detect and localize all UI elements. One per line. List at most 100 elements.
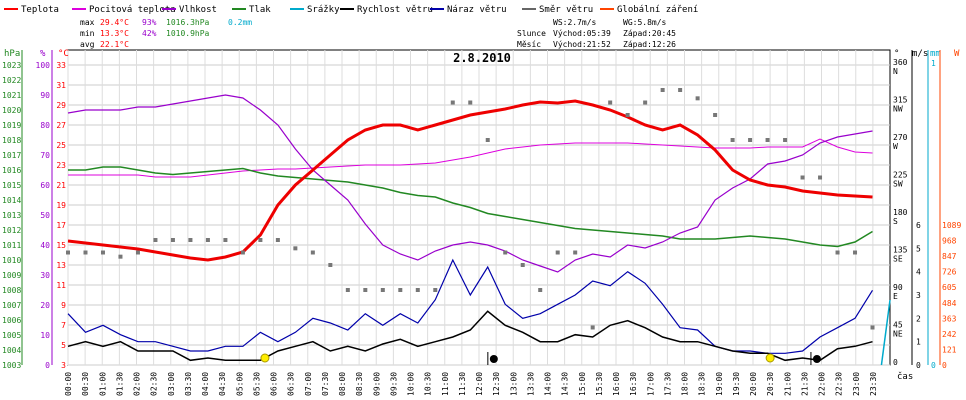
tick-label-time: 16:00	[612, 372, 621, 396]
stats-press: 1010.9hPa	[166, 29, 210, 38]
tick-label-hpa: 1019	[2, 121, 21, 130]
info-sun-label: Slunce	[517, 29, 546, 38]
tick-label-hpa: 1003	[2, 361, 21, 370]
tick-label-ms: 3	[916, 291, 921, 300]
tick-label-w: 484	[942, 299, 957, 308]
legend-label: Teplota	[21, 5, 59, 15]
moon-marker	[812, 355, 821, 363]
wind-dir-point	[310, 250, 315, 255]
wind-dir-point	[275, 238, 280, 242]
tick-label-w: 605	[942, 283, 957, 292]
tick-label-time: 22:00	[818, 372, 827, 396]
wind-dir-point	[573, 250, 578, 255]
series-wind-speed-line	[67, 310, 873, 362]
wind-dir-point	[503, 250, 508, 255]
tick-label-time: 07:30	[321, 372, 330, 396]
tick-label-temp: 13	[56, 261, 66, 270]
moon-marker	[489, 355, 498, 363]
info-sunrise: Východ:05:39	[553, 29, 611, 38]
tick-label-hpa: 1005	[2, 331, 21, 340]
tick-label-time: 01:00	[98, 372, 107, 396]
tick-label-time: 08:30	[355, 372, 364, 396]
tick-label-time: 08:00	[338, 372, 347, 396]
tick-label-time: 12:00	[475, 372, 484, 396]
tick-label-temp: 5	[61, 341, 66, 350]
tick-label-pct: 60	[40, 181, 50, 190]
tick-label-pct: 30	[40, 271, 50, 280]
tick-label-pct: 20	[40, 301, 50, 310]
stats-label: max	[80, 18, 95, 27]
legend-label: Srážky	[307, 5, 340, 15]
tick-label-time: 01:30	[115, 372, 124, 396]
axis-title-dir: °	[894, 49, 899, 59]
tick-label-time: 20:30	[766, 372, 775, 396]
tick-label-time: 03:30	[184, 372, 193, 396]
tick-label-time: 11:30	[458, 372, 467, 396]
tick-label-time: 21:00	[783, 372, 792, 396]
tick-label-time: 07:00	[304, 372, 313, 396]
wind-dir-point	[678, 88, 683, 92]
tick-label-time: 21:30	[800, 372, 809, 396]
legend-label: Pocitová teplota	[89, 5, 176, 15]
tick-label-pct: 90	[40, 91, 50, 100]
tick-label-time: 00:00	[64, 372, 73, 396]
tick-label-mm: 0	[931, 361, 936, 370]
wind-dir-point	[660, 88, 665, 92]
tick-label-hpa: 1007	[2, 301, 21, 310]
tick-label-pct: 50	[40, 211, 50, 220]
stats-hum: 93%	[142, 18, 157, 27]
tick-label-dir-name: NE	[893, 330, 903, 339]
tick-label-hpa: 1010	[2, 256, 21, 265]
tick-label-dir: 315	[893, 96, 908, 105]
tick-label-temp: 23	[56, 161, 66, 170]
tick-label-w: 726	[942, 268, 957, 277]
tick-label-temp: 17	[56, 221, 66, 230]
series-temperature-line	[67, 99, 873, 262]
tick-label-hpa: 1021	[2, 91, 21, 100]
tick-label-dir: 360	[893, 58, 908, 67]
tick-label-time: 09:00	[372, 372, 381, 396]
tick-label-time: 13:30	[526, 372, 535, 396]
wind-dir-point	[520, 263, 525, 267]
tick-label-dir: 225	[893, 171, 908, 180]
stats-rain: 0.2mm	[228, 18, 252, 27]
wind-dir-point	[380, 288, 385, 292]
tick-label-dir: 135	[893, 246, 908, 255]
tick-label-hpa: 1014	[2, 196, 21, 205]
tick-label-time: 05:30	[252, 372, 261, 396]
wind-dir-point	[415, 288, 420, 292]
wind-dir-point	[345, 288, 350, 292]
wind-dir-point	[83, 250, 88, 255]
tick-label-dir-name: E	[893, 292, 898, 301]
legend-label: Vlhkost	[179, 5, 217, 15]
tick-label-time: 15:30	[595, 372, 604, 396]
chart-title: 2.8.2010	[453, 51, 511, 65]
tick-label-temp: 15	[56, 241, 66, 250]
tick-label-w: 968	[942, 237, 957, 246]
wind-dir-point	[643, 100, 648, 105]
tick-label-temp: 29	[56, 101, 66, 110]
tick-label-time: 14:30	[561, 372, 570, 396]
stats-label: avg	[80, 40, 95, 49]
tick-label-hpa: 1023	[2, 61, 21, 70]
wind-dir-point	[433, 288, 438, 292]
wind-dir-point	[538, 288, 543, 292]
tick-label-time: 02:00	[133, 372, 142, 396]
stats-press: 1016.3hPa	[166, 18, 210, 27]
tick-label-mm: 1	[931, 59, 936, 68]
sun-marker	[765, 353, 775, 363]
tick-label-ms: 5	[916, 244, 921, 253]
tick-label-time: 23:00	[852, 372, 861, 396]
tick-label-temp: 7	[61, 321, 66, 330]
tick-label-time: 06:00	[270, 372, 279, 396]
tick-label-w: 242	[942, 330, 957, 339]
tick-label-w: 363	[942, 314, 957, 323]
axis-title-temp: °C	[58, 49, 69, 59]
tick-label-dir: 45	[893, 321, 903, 330]
wind-dir-point	[783, 138, 788, 142]
series-pressure-line	[68, 166, 873, 248]
wind-dir-point	[118, 254, 123, 259]
wind-dir-point	[765, 138, 770, 142]
tick-label-pct: 10	[40, 331, 50, 340]
series-humidity-line	[67, 94, 873, 273]
